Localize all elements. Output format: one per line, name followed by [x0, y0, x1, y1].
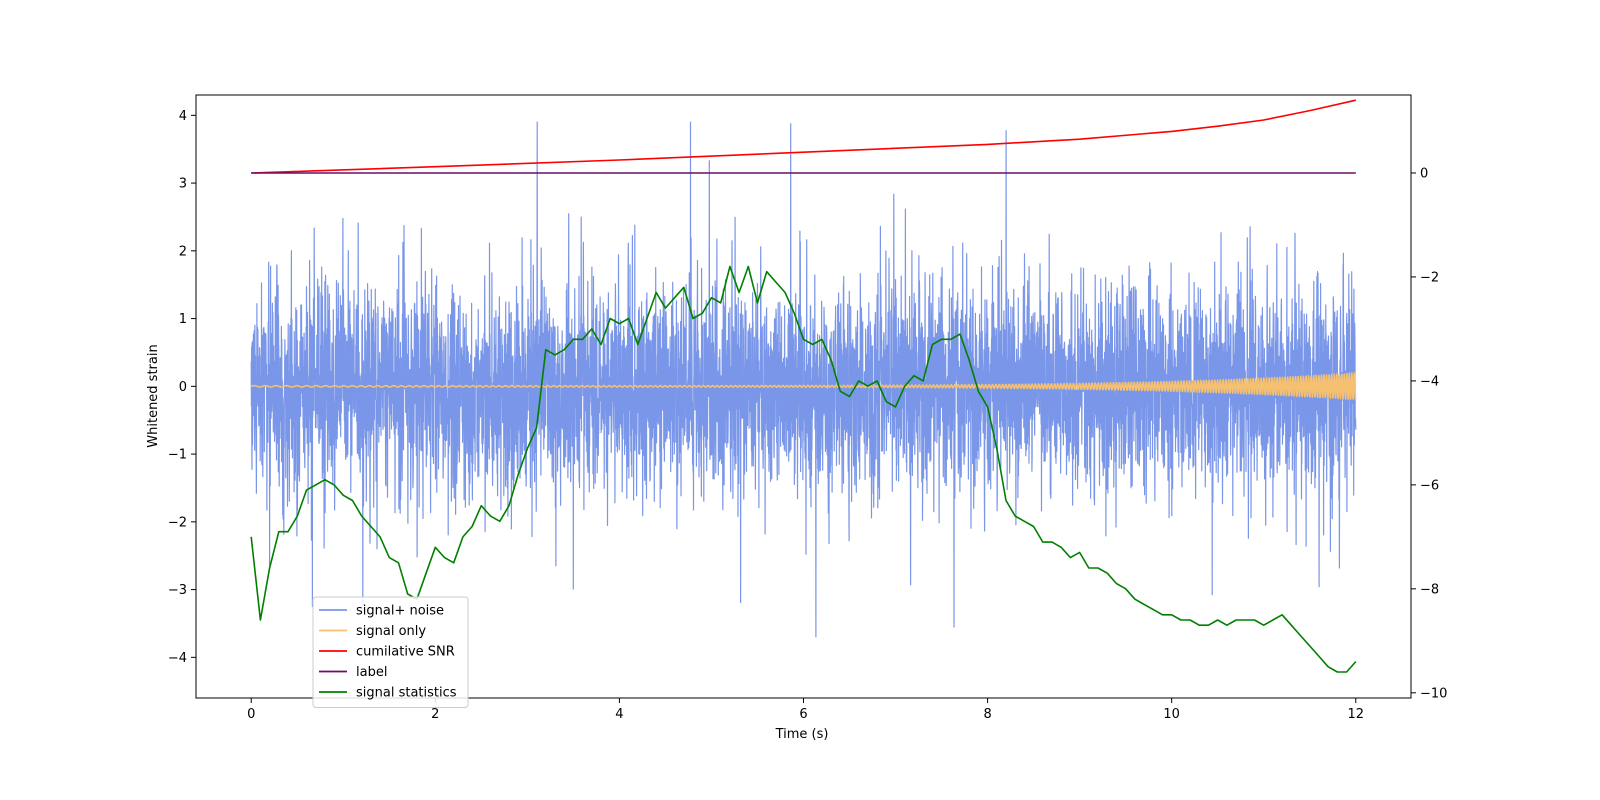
x-tick-label: 2 [431, 707, 439, 722]
y-axis-left: −4 −3 −2 −1 0 1 2 3 4 [168, 109, 196, 666]
y-tick-label: −1 [168, 448, 187, 463]
series-layer [250, 99, 1357, 673]
y-tick-label: 1 [179, 312, 187, 327]
legend-box [312, 596, 469, 708]
x-tick-label: 0 [247, 707, 255, 722]
y-tick-label: 3 [179, 177, 187, 192]
y-tick-label: −4 [168, 651, 187, 666]
y-tick-label: 2 [179, 244, 187, 259]
legend-entry-label: label [356, 665, 387, 680]
series-signal-statistics [250, 265, 1357, 673]
series-signal-only [250, 372, 1357, 400]
legend-entry-label: signal statistics [356, 686, 457, 701]
x-tick-label: 8 [983, 707, 991, 722]
y2-tick-label: −8 [1420, 582, 1439, 597]
y2-tick-label: −10 [1420, 686, 1447, 701]
x-axis-label: Time (s) [775, 727, 829, 742]
y2-tick-label: −2 [1420, 270, 1439, 285]
series-cumulative-snr [251, 99, 1356, 174]
y-tick-label: 4 [179, 109, 187, 124]
y-axis-right: −10 −8 −6 −4 −2 0 [1411, 166, 1447, 701]
y2-tick-label: −4 [1420, 374, 1439, 389]
y-axis-label: Whitened strain [146, 344, 161, 447]
y-tick-label: −3 [168, 583, 187, 598]
x-tick-label: 6 [799, 707, 807, 722]
x-tick-label: 12 [1347, 707, 1364, 722]
y2-tick-label: −6 [1420, 478, 1439, 493]
y-tick-label: −2 [168, 515, 187, 530]
y-tick-label: 0 [179, 380, 187, 395]
legend-entry-label: signal only [356, 624, 426, 639]
legend-entry-label: cumilative SNR [356, 645, 455, 660]
series-signal-noise [250, 121, 1357, 638]
x-tick-label: 4 [615, 707, 623, 722]
legend: signal+ noise signal only cumilative SNR la… [312, 596, 469, 708]
x-tick-label: 10 [1163, 707, 1180, 722]
legend-entry-label: signal+ noise [356, 604, 444, 619]
y2-tick-label: 0 [1420, 166, 1428, 181]
